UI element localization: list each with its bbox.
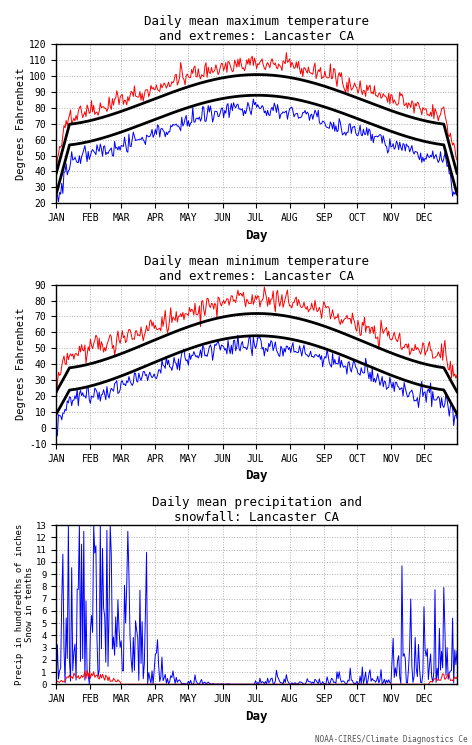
Title: Daily mean precipitation and
snowfall: Lancaster CA: Daily mean precipitation and snowfall: L… <box>152 496 362 524</box>
Y-axis label: Degrees Fahrenheit: Degrees Fahrenheit <box>16 68 26 180</box>
Title: Daily mean maximum temperature
and extremes: Lancaster CA: Daily mean maximum temperature and extre… <box>144 15 369 43</box>
Text: NOAA-CIRES/Climate Diagnostics Ce: NOAA-CIRES/Climate Diagnostics Ce <box>315 735 467 744</box>
Y-axis label: Degrees Fahrenheit: Degrees Fahrenheit <box>16 308 26 420</box>
X-axis label: Day: Day <box>245 709 268 723</box>
Y-axis label: Precip in hundredths of inches
Snow in tenths: Precip in hundredths of inches Snow in t… <box>15 524 34 685</box>
X-axis label: Day: Day <box>245 469 268 482</box>
X-axis label: Day: Day <box>245 229 268 241</box>
Title: Daily mean minimum temperature
and extremes: Lancaster CA: Daily mean minimum temperature and extre… <box>144 256 369 284</box>
